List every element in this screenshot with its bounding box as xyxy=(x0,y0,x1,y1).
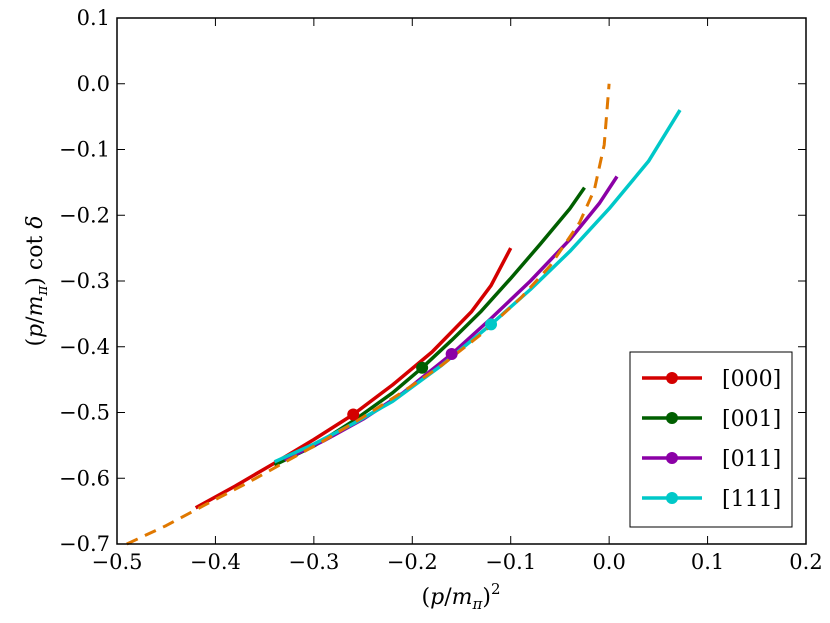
series-marker-011 xyxy=(445,347,458,360)
series-line-000 xyxy=(194,247,513,510)
series-marker-111 xyxy=(485,318,498,331)
x-tick-label: 0.2 xyxy=(789,550,822,574)
legend-label: [001] xyxy=(722,407,781,432)
axis-tick-labels: −0.5 −0.4 −0.3 −0.2 −0.1 0.0 0.1 0.2 −0.7 −0.6 −0.… xyxy=(59,6,823,574)
series-marker-000 xyxy=(347,408,360,421)
legend-label: [111] xyxy=(722,487,781,512)
x-axis-label: (p/mπ)2 xyxy=(422,580,501,613)
series-marker-001 xyxy=(416,361,429,374)
y-tick-label: −0.2 xyxy=(59,203,110,227)
fit-curve-dashed xyxy=(126,83,611,546)
legend-marker xyxy=(666,372,678,384)
x-tick-label: −0.3 xyxy=(288,550,339,574)
y-tick-label: 0.0 xyxy=(77,72,110,96)
legend-entries: [000] [001] [011] [111] xyxy=(642,367,781,512)
legend-marker xyxy=(666,452,678,464)
axis-ticks xyxy=(116,17,807,545)
x-tick-label: −0.5 xyxy=(92,550,143,574)
legend-marker xyxy=(666,492,678,504)
x-tick-label: −0.2 xyxy=(387,550,438,574)
legend-marker xyxy=(666,412,678,424)
x-tick-label: 0.0 xyxy=(592,550,625,574)
y-tick-label: −0.6 xyxy=(59,466,110,490)
legend-label: [011] xyxy=(722,447,781,472)
y-tick-label: −0.4 xyxy=(59,335,110,359)
y-tick-label: −0.5 xyxy=(59,401,110,425)
x-tick-label: 0.1 xyxy=(691,550,724,574)
y-axis-label: (p/mπ) cot δ xyxy=(23,215,51,346)
plot-lines xyxy=(126,83,682,546)
x-tick-label: −0.1 xyxy=(485,550,536,574)
y-tick-label: −0.1 xyxy=(59,138,110,162)
y-tick-label: −0.3 xyxy=(59,269,110,293)
plot-markers xyxy=(347,318,498,421)
legend: [000] [001] [011] [111] xyxy=(629,351,793,528)
legend-label: [000] xyxy=(722,367,781,392)
x-tick-label: −0.4 xyxy=(190,550,241,574)
y-tick-label: 0.1 xyxy=(77,6,110,30)
y-tick-label: −0.7 xyxy=(59,532,110,556)
